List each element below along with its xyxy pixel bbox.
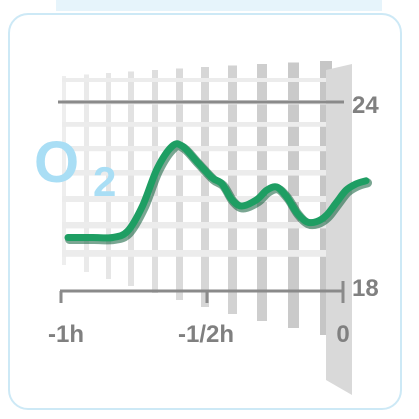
grid-shadow-column xyxy=(201,67,209,307)
top-tab xyxy=(56,0,382,11)
grid-shadow-column xyxy=(128,71,134,286)
grid-shadow-edge xyxy=(326,64,352,395)
grid-shadow-column xyxy=(288,62,299,328)
o2-symbol-letter: O xyxy=(34,130,79,195)
time-label-start: -1h xyxy=(48,321,84,348)
time-label-end: 0 xyxy=(336,321,349,348)
grid-shadow-row xyxy=(62,222,342,229)
grid-shadow-row xyxy=(62,250,342,257)
o2-symbol-subscript: 2 xyxy=(93,158,116,205)
grid-shadow-row xyxy=(62,122,342,127)
grid-shadow-column xyxy=(106,73,111,279)
grid-shadow-row xyxy=(62,146,342,152)
grid-shadow-row xyxy=(62,78,342,82)
grid-shadow-column xyxy=(228,65,237,314)
grid-shadow-row xyxy=(62,196,342,202)
time-label-mid: -1/2h xyxy=(178,321,234,348)
lower-range-label: 18 xyxy=(352,275,379,302)
grid-shadow-column xyxy=(176,68,183,300)
upper-range-label: 24 xyxy=(352,92,379,119)
trend-line xyxy=(64,140,370,242)
